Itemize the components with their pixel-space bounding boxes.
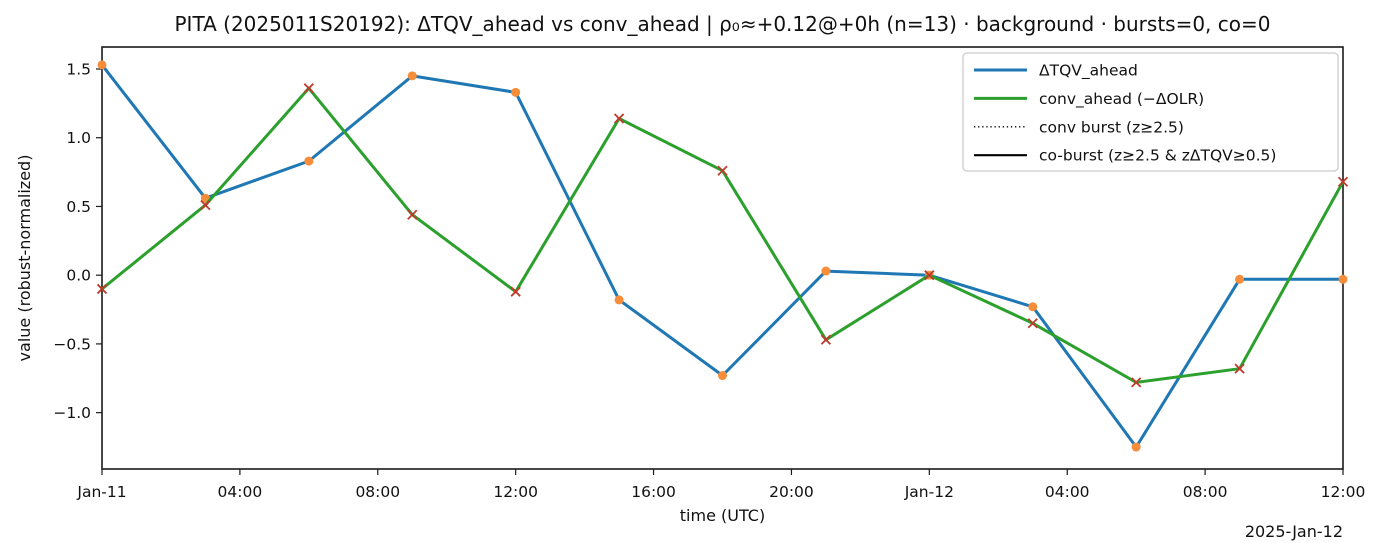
legend: ΔTQV_ahead conv_ahead (−ΔOLR) conv burst (… [962,52,1339,172]
data-point-x-marker [303,83,314,94]
y-tick-label: 0.0 [66,267,91,285]
y-tick-label: 0.5 [66,198,91,216]
y-axis-label: value (robust-normalized) [15,155,34,362]
legend-item: co-burst (z≥2.5 & zΔTQV≥0.5) [974,147,1276,165]
data-point-circle-marker [1235,274,1245,284]
y-tick-label: −0.5 [53,335,91,353]
y-axis: 1.5 1.0 0.5 0.0 −0.5 −1.0 [53,60,102,422]
y-tick-label: −1.0 [53,404,91,422]
legend-item-label: conv_ahead (−ΔOLR) [1039,90,1204,109]
data-point-circle-marker [511,87,521,97]
legend-item: conv_ahead (−ΔOLR) [974,90,1204,109]
legend-item: conv burst (z≥2.5) [974,118,1184,136]
series-dtqv-ahead [97,60,1348,452]
x-tick-label: Jan-12 [904,483,954,501]
data-point-circle-marker [1338,274,1348,284]
x-tick-label: 04:00 [218,483,263,501]
plot-border [101,46,1344,470]
y-tick-label: 1.5 [66,60,91,78]
x-tick-label: Jan-11 [76,483,126,501]
series-conv-ahead [96,83,1349,388]
legend-item-label: co-burst (z≥2.5 & zΔTQV≥0.5) [1039,147,1276,165]
x-axis-date-offset: 2025-Jan-12 [1245,522,1343,541]
data-point-x-marker [1337,176,1349,187]
data-point-x-marker [717,165,728,176]
legend-item: ΔTQV_ahead [974,62,1138,81]
data-point-x-marker [1131,377,1142,388]
x-tick-label: 08:00 [355,483,400,501]
x-tick-label: 16:00 [631,483,676,501]
data-point-circle-marker [718,371,727,381]
data-point-x-marker [1234,363,1245,374]
chart-title: PITA (2025011S20192): ΔTQV_ahead vs conv… [174,12,1270,36]
data-point-x-marker [510,286,521,297]
legend-item-label: ΔTQV_ahead [1039,62,1138,81]
y-tick-label: 1.0 [66,129,91,147]
data-point-x-marker [924,270,935,281]
x-tick-label: 20:00 [769,483,814,501]
x-axis: Jan-11 04:00 08:00 12:00 16:00 20:00 Jan-12 04:… [76,469,1365,501]
data-point-circle-marker [304,156,314,166]
data-point-x-marker [96,283,108,295]
x-tick-label: 12:00 [1321,483,1366,501]
data-point-x-marker [820,334,832,345]
data-point-x-marker [613,113,625,124]
legend-item-label: conv burst (z≥2.5) [1039,118,1184,136]
data-point-circle-marker [1131,442,1141,452]
data-point-circle-marker [407,71,417,81]
data-point-circle-marker [821,266,831,276]
data-point-circle-marker [97,60,107,70]
data-point-circle-marker [1028,302,1038,312]
data-point-circle-marker [614,295,624,305]
x-axis-label: time (UTC) [680,506,765,525]
x-tick-label: 08:00 [1183,483,1228,501]
data-point-x-marker [407,209,418,220]
data-point-x-marker [1027,318,1038,329]
x-tick-label: 12:00 [493,483,538,501]
x-tick-label: 04:00 [1045,483,1090,501]
data-point-x-marker [200,199,211,211]
legend-box [962,52,1339,172]
